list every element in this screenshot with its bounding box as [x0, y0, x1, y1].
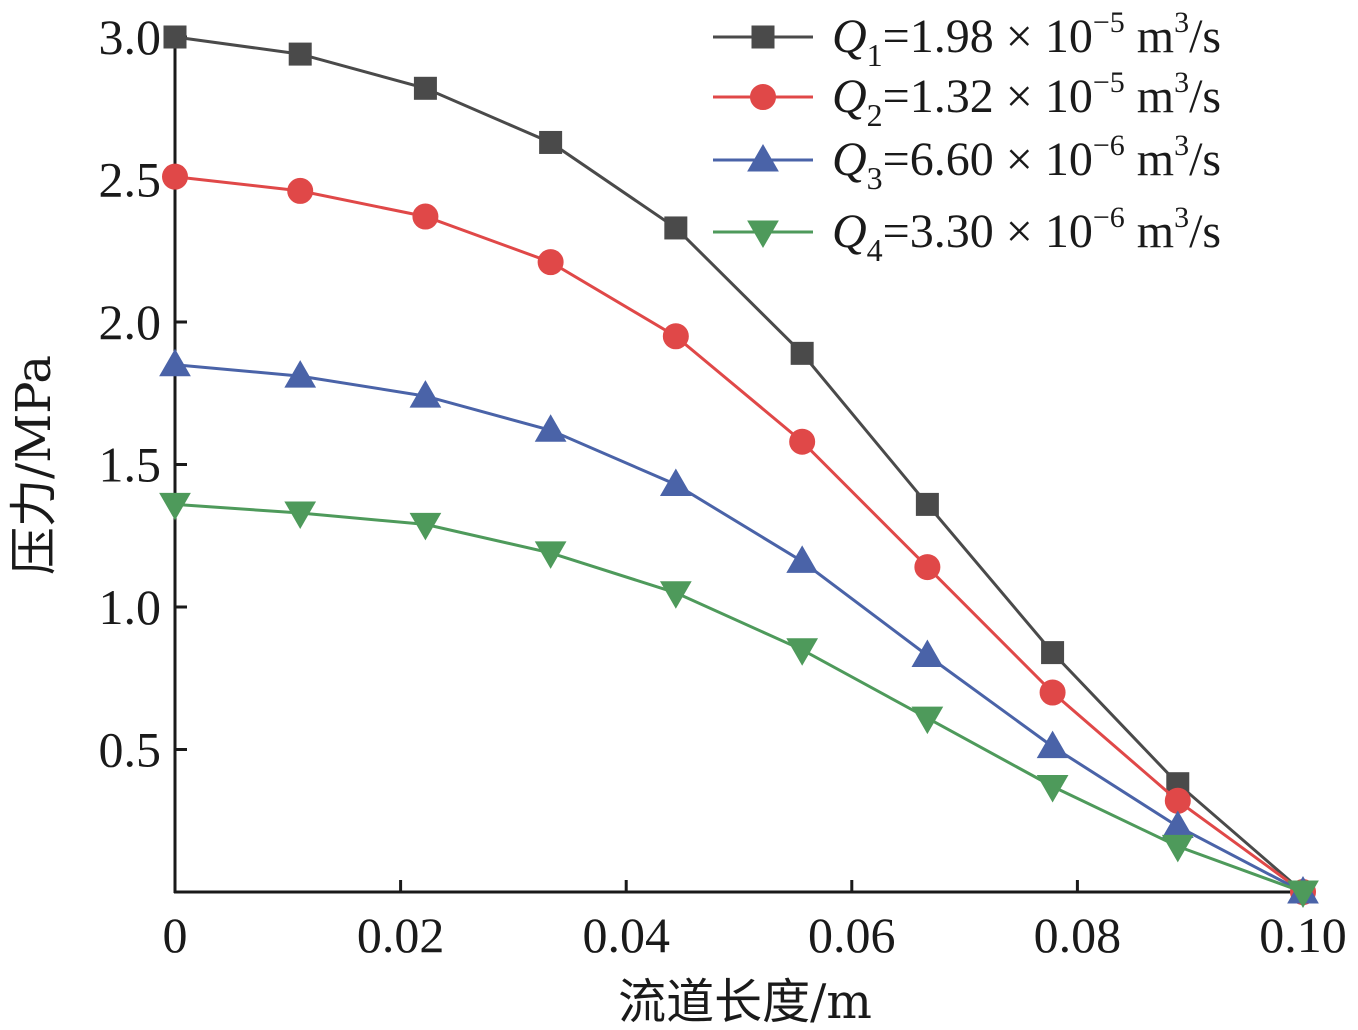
data-point: [159, 348, 191, 377]
data-point: [786, 545, 819, 573]
y-tick-label: 3.0: [99, 9, 162, 65]
data-point: [1287, 880, 1319, 909]
legend-marker: [747, 220, 779, 249]
data-point: [1161, 810, 1194, 838]
y-tick-label: 1.0: [99, 579, 162, 635]
data-point: [1036, 730, 1069, 759]
legend-entry-q1: Q1=1.98 × 10−5 m3/s: [713, 6, 1221, 73]
series-line: [174, 175, 1304, 894]
legend-entry-q4: Q4=3.30 × 10−6 m3/s: [713, 201, 1221, 268]
axes: 0 0.02 0.04 0.06 0.08 0.10 0.5 1.0 1.5 2.0 2.5 3.0: [99, 9, 1347, 963]
legend-entry-q3: Q3=6.60 × 10−6 m3/s: [713, 129, 1221, 196]
data-point: [1161, 834, 1194, 863]
x-tick-label: 0.08: [1034, 907, 1122, 963]
data-point: [1036, 775, 1069, 803]
data-point: [409, 380, 442, 408]
data-point: [288, 42, 312, 66]
legend-entry-q2: Q2=1.32 × 10−5 m3/s: [713, 66, 1221, 133]
x-axis-title: 流道长度/m: [618, 974, 872, 1030]
data-point: [1039, 679, 1066, 706]
data-point: [786, 638, 819, 666]
y-tick-label: 2.0: [99, 294, 162, 350]
data-point: [659, 468, 692, 496]
data-point: [162, 163, 188, 190]
x-tick-label: 0.10: [1259, 907, 1347, 963]
x-tick-label: 0.04: [582, 907, 670, 963]
series-line: [174, 363, 1304, 894]
series-line: [174, 35, 1304, 894]
data-point: [534, 541, 567, 569]
series-q4: [159, 492, 1319, 909]
data-point: [911, 706, 944, 735]
data-point: [911, 639, 944, 667]
data-point: [159, 492, 191, 521]
data-point: [789, 428, 816, 455]
data-point: [409, 512, 442, 541]
legend: Q1=1.98 × 10−5 m3/sQ2=1.32 × 10−5 m3/sQ3…: [713, 6, 1221, 268]
data-point: [915, 492, 939, 516]
series-q2: [162, 163, 1316, 905]
data-point: [537, 249, 564, 276]
legend-marker: [751, 25, 775, 49]
x-tick-label: 0.06: [808, 907, 896, 963]
data-point: [412, 203, 439, 230]
legend-label: Q4=3.30 × 10−6 m3/s: [832, 201, 1221, 268]
data-point: [790, 341, 814, 365]
series-q3: [159, 348, 1319, 904]
data-point: [1041, 641, 1065, 665]
y-axis-title: 压力/MPa: [6, 355, 62, 575]
legend-label: Q2=1.32 × 10−5 m3/s: [832, 66, 1221, 133]
data-point: [534, 414, 567, 442]
y-tick-label: 2.5: [99, 152, 162, 208]
y-tick-label: 0.5: [99, 722, 162, 778]
data-point: [163, 25, 187, 49]
data-point: [284, 360, 317, 388]
data-point: [662, 323, 689, 350]
series-q1: [163, 25, 1315, 904]
data-point: [914, 554, 941, 581]
legend-label: Q1=1.98 × 10−5 m3/s: [832, 6, 1221, 73]
data-point: [413, 76, 437, 100]
x-tick-label: 0.02: [357, 907, 445, 963]
series-line: [174, 502, 1304, 894]
legend-label: Q3=6.60 × 10−6 m3/s: [832, 129, 1221, 196]
data-point: [659, 581, 692, 609]
series-layer: [159, 25, 1319, 909]
data-point: [287, 177, 314, 204]
data-point: [1164, 787, 1191, 814]
legend-marker: [747, 143, 779, 172]
legend-marker: [750, 84, 776, 110]
data-point: [284, 501, 317, 529]
y-tick-label: 1.5: [99, 437, 162, 493]
x-tick-label: 0: [163, 907, 188, 963]
data-point: [664, 216, 688, 240]
data-point: [539, 130, 563, 154]
